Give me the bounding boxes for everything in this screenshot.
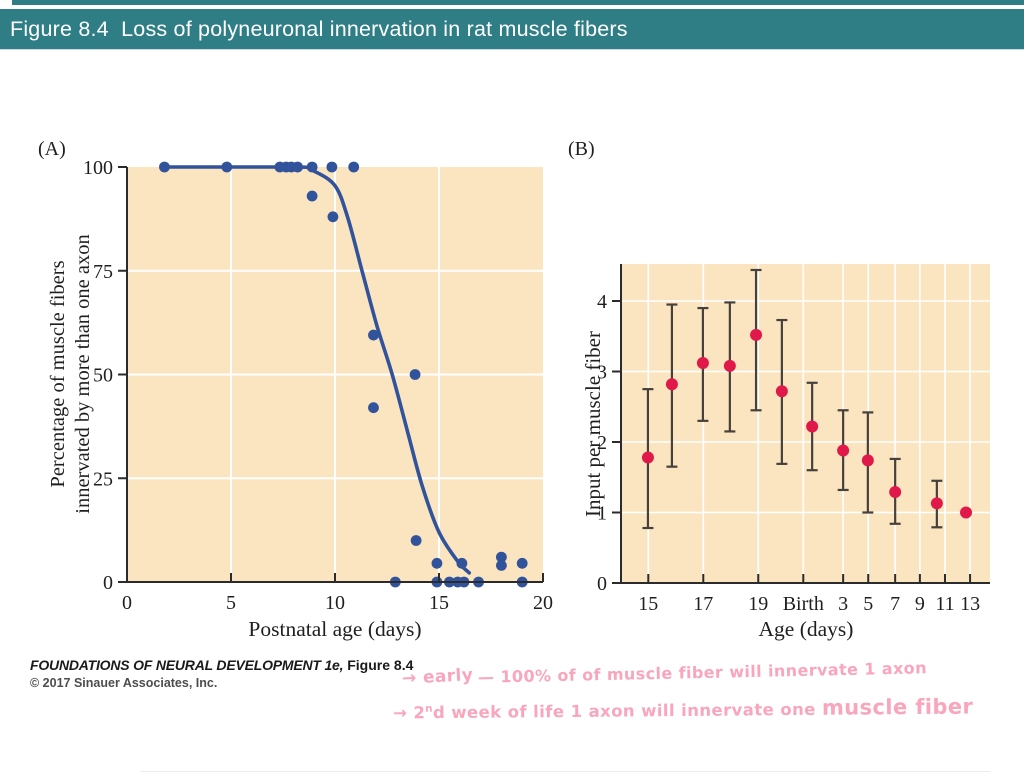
chart-b-y-axis-label-line1: Input per muscle fiber [581, 330, 606, 518]
tick-label: 7 [890, 593, 900, 615]
note-line2-big: muscle fiber [821, 694, 974, 720]
data-point [960, 506, 973, 519]
tick-label: 3 [597, 362, 607, 384]
data-point [306, 161, 318, 173]
tick-label: 20 [533, 592, 553, 614]
data-point [496, 560, 507, 571]
figure-ref: Figure 8.4 [343, 657, 414, 673]
chart-b-x-axis-label: Age (days) [758, 617, 854, 641]
data-point [368, 402, 379, 414]
data-point [516, 557, 528, 569]
tick-label: 0 [103, 572, 113, 594]
data-point [496, 551, 507, 563]
data-point [221, 161, 233, 173]
data-point [431, 557, 443, 569]
tick-label: 0 [122, 592, 132, 614]
chart-b-y-axis-label: Input per muscle fiber [581, 331, 607, 517]
data-point [641, 451, 654, 464]
tick-label: 4 [597, 291, 607, 313]
note-line2-sup: n [425, 703, 433, 715]
chart-a-y-axis-label: Percentage of muscle fibers innervated b… [46, 234, 96, 514]
tick-label: 75 [93, 261, 113, 283]
note-line2-mid: d week of life 1 axon will innervate one [432, 699, 823, 723]
data-point [723, 359, 736, 372]
panel-a-label: (A) [38, 138, 66, 160]
data-point [930, 497, 943, 510]
tick-label: 100 [83, 157, 113, 179]
tick-label: 0 [597, 573, 607, 595]
data-point [348, 161, 360, 173]
note-line1-lead: → early [401, 665, 474, 689]
note-line2-start: → 2 [392, 703, 426, 723]
data-point [775, 385, 788, 398]
data-point [665, 378, 678, 391]
tick-label: 25 [93, 468, 113, 490]
note-line2: → 2nd week of life 1 axon will innervate… [393, 694, 973, 723]
tick-label: 1 [597, 503, 607, 525]
data-point [368, 329, 379, 341]
tick-label: 11 [935, 593, 954, 615]
tick-label: Birth [783, 593, 824, 615]
chart-a-x-axis-label: Postnatal age (days) [248, 617, 422, 641]
fitted-sigmoid-curve [162, 165, 471, 575]
data-point [696, 357, 709, 370]
tick-label: 2 [597, 432, 607, 454]
tick-label: 15 [638, 593, 658, 615]
tick-label: 5 [863, 593, 873, 615]
data-point [837, 444, 850, 457]
data-point [806, 420, 819, 433]
data-point [306, 190, 318, 202]
note-line1-body: — 100% of of muscle fiber will innervate… [477, 658, 928, 687]
data-point [889, 486, 902, 499]
top-accent-strip [12, 0, 1024, 5]
data-point [159, 161, 170, 173]
tick-label: 13 [960, 593, 980, 615]
data-point [292, 161, 303, 173]
tick-label: 19 [748, 593, 768, 615]
data-point [410, 535, 422, 546]
chart-a-svg: 0 25 50 75 100 0 5 10 15 20 [83, 157, 553, 614]
tick-label: 3 [838, 593, 848, 615]
slide-header-bar: Figure 8.4 Loss of polyneuronal innervat… [0, 9, 1024, 50]
tick-label: 17 [693, 593, 713, 615]
tick-label: 50 [93, 365, 113, 387]
slide-title: Figure 8.4 Loss of polyneuronal innervat… [10, 17, 628, 41]
panel-b-label: (B) [568, 138, 595, 160]
tick-label: 10 [325, 592, 345, 614]
chart-a-y-axis-label-line1: Percentage of muscle fibers [47, 260, 69, 488]
figure-credit: FOUNDATIONS OF NEURAL DEVELOPMENT 1e, Fi… [30, 657, 413, 690]
chart-b-plot-area: 0 1 2 3 4 15 17 19 Birth 3 5 7 9 11 13 [597, 264, 990, 615]
data-point [409, 369, 421, 380]
data-point [456, 557, 468, 569]
copyright-text: © 2017 Sinauer Associates, Inc. [30, 676, 218, 690]
data-point [750, 328, 763, 341]
tick-label: 15 [429, 592, 449, 614]
data-point [327, 211, 339, 223]
book-title: FOUNDATIONS OF NEURAL DEVELOPMENT 1e, [30, 657, 344, 673]
figure-credit-line1: FOUNDATIONS OF NEURAL DEVELOPMENT 1e, Fi… [30, 657, 413, 673]
data-point [861, 454, 874, 467]
chart-a-plot-area: 0 25 50 75 100 0 5 10 15 20 [83, 157, 553, 614]
tick-label: 9 [915, 593, 925, 615]
tick-label: 5 [226, 592, 236, 614]
bottom-edge-line [140, 771, 990, 772]
data-point [326, 161, 338, 173]
